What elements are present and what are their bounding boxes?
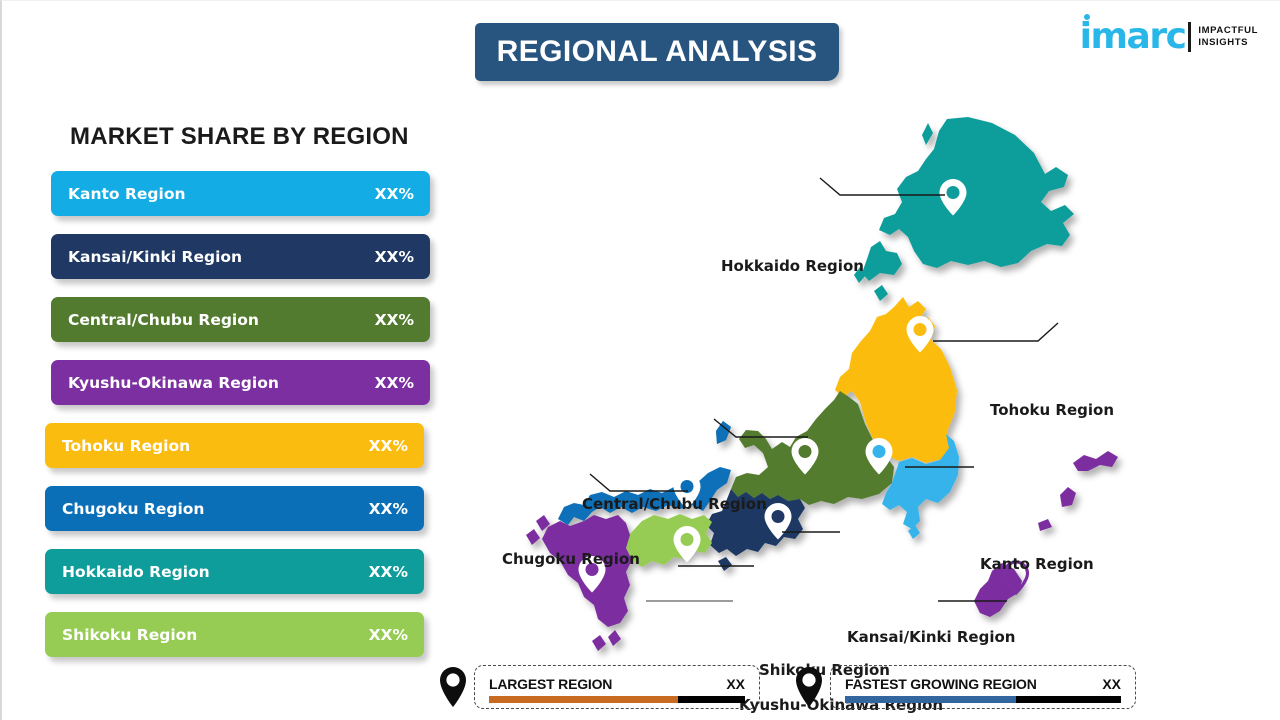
region-share-bar[interactable]: Shikoku Region XX% <box>45 612 424 657</box>
region-share-row[interactable]: Tohoku Region XX% <box>2 423 442 486</box>
page-title-banner: REGIONAL ANALYSIS <box>475 23 839 81</box>
fastest-growing-region-callout: FASTEST GROWING REGION XX <box>792 663 1136 711</box>
pin-chubu-hole <box>798 445 812 458</box>
largest-region-value: XX <box>726 675 745 692</box>
region-shape-okinawa <box>974 451 1118 617</box>
pin-kansai-hole <box>771 510 785 523</box>
fastest-growing-region-value: XX <box>1102 675 1121 692</box>
largest-region-fill <box>489 695 679 703</box>
largest-region-top: LARGEST REGION XX <box>489 676 745 692</box>
region-share-row[interactable]: Shikoku Region XX% <box>2 612 442 675</box>
region-share-row[interactable]: Central/Chubu Region XX% <box>2 297 442 360</box>
fastest-growing-region-track <box>845 695 1121 703</box>
region-share-row[interactable]: Hokkaido Region XX% <box>2 549 442 612</box>
map-label-hokkaido: Hokkaido Region <box>721 257 864 275</box>
pin-kyushu-hole <box>585 563 599 576</box>
region-share-value: XX% <box>368 436 408 455</box>
region-share-bar[interactable]: Kyushu-Okinawa Region XX% <box>51 360 430 405</box>
region-share-bar[interactable]: Tohoku Region XX% <box>45 423 424 468</box>
largest-region-track <box>489 695 745 703</box>
page-title: REGIONAL ANALYSIS <box>496 35 818 68</box>
japan-map-svg <box>526 117 1118 651</box>
pin-hokkaido-hole <box>946 186 960 199</box>
logo-tagline: IMPACTFUL INSIGHTS <box>1198 25 1258 49</box>
region-share-row[interactable]: Kyushu-Okinawa Region XX% <box>2 360 442 423</box>
region-share-value: XX% <box>374 310 414 329</box>
region-share-bar[interactable]: Kansai/Kinki Region XX% <box>51 234 430 279</box>
market-share-heading: MARKET SHARE BY REGION <box>70 123 409 150</box>
region-share-label: Kanto Region <box>68 184 186 203</box>
fastest-growing-region-top: FASTEST GROWING REGION XX <box>845 676 1121 692</box>
location-pin-icon <box>796 667 822 707</box>
largest-region-box: LARGEST REGION XX <box>474 665 760 709</box>
region-share-bar[interactable]: Chugoku Region XX% <box>45 486 424 531</box>
region-share-bar[interactable]: Central/Chubu Region XX% <box>51 297 430 342</box>
logo-tagline-line1: IMPACTFUL <box>1198 25 1258 36</box>
map-label-kansai-kinki: Kansai/Kinki Region <box>847 628 1016 646</box>
logo-wordmark: imarc <box>1079 14 1187 57</box>
map-label-tohoku: Tohoku Region <box>990 401 1114 419</box>
logo-dot-icon <box>1083 14 1090 20</box>
largest-region-callout: LARGEST REGION XX <box>436 663 760 711</box>
map-label-central-chubu: Central/Chubu Region <box>582 495 767 513</box>
fastest-growing-region-fill <box>845 695 1017 703</box>
fastest-growing-region-box: FASTEST GROWING REGION XX <box>830 665 1136 709</box>
region-share-value: XX% <box>374 373 414 392</box>
region-share-label: Kyushu-Okinawa Region <box>68 373 279 392</box>
pin-shikoku-hole <box>680 533 694 546</box>
region-share-bar[interactable]: Kanto Region XX% <box>51 171 430 216</box>
region-share-label: Kansai/Kinki Region <box>68 247 243 266</box>
region-share-row[interactable]: Kansai/Kinki Region XX% <box>2 234 442 297</box>
region-share-row[interactable]: Kanto Region XX% <box>2 171 442 234</box>
region-share-row[interactable]: Chugoku Region XX% <box>2 486 442 549</box>
imarc-logo: imarc IMPACTFUL INSIGHTS <box>1079 14 1258 59</box>
logo-wordmark-text: imarc <box>1079 16 1187 57</box>
fastest-growing-region-title: FASTEST GROWING REGION <box>845 675 1037 692</box>
region-share-label: Chugoku Region <box>62 499 205 518</box>
pin-okinawa-icon <box>1002 560 1030 596</box>
region-share-value: XX% <box>374 184 414 203</box>
map-label-kanto: Kanto Region <box>980 555 1094 573</box>
region-share-label: Hokkaido Region <box>62 562 210 581</box>
region-share-label: Central/Chubu Region <box>68 310 259 329</box>
region-share-bar[interactable]: Hokkaido Region XX% <box>45 549 424 594</box>
pin-tohoku-hole <box>913 323 927 336</box>
region-shape-kyushu <box>526 515 632 651</box>
location-pin-icon <box>440 667 466 707</box>
logo-tagline-line2: INSIGHTS <box>1198 37 1249 48</box>
japan-map: Hokkaido Region Tohoku Region Central/Ch… <box>502 101 1142 714</box>
largest-region-title: LARGEST REGION <box>489 675 613 692</box>
region-share-value: XX% <box>368 625 408 644</box>
region-share-label: Tohoku Region <box>62 436 191 455</box>
map-pin-group <box>578 179 1030 596</box>
map-label-chugoku: Chugoku Region <box>502 550 640 568</box>
region-share-label: Shikoku Region <box>62 625 198 644</box>
region-share-value: XX% <box>368 499 408 518</box>
region-share-value: XX% <box>368 562 408 581</box>
region-shape-hokkaido <box>854 117 1074 301</box>
region-share-value: XX% <box>374 247 414 266</box>
pin-kanto-hole <box>872 445 886 458</box>
logo-divider <box>1188 22 1192 52</box>
pin-chugoku-hole <box>680 480 694 493</box>
region-share-list: Kanto Region XX% Kansai/Kinki Region XX% Cen… <box>2 171 442 675</box>
region-shape-kanto <box>882 434 959 539</box>
